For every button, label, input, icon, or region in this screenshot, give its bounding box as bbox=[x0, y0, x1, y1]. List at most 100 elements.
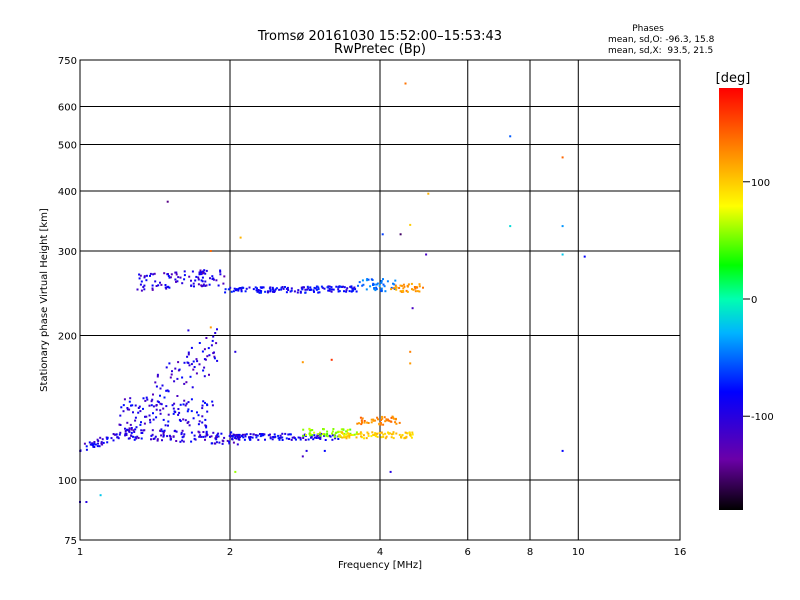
data-point bbox=[91, 442, 94, 445]
data-point bbox=[181, 439, 184, 442]
data-point bbox=[222, 440, 225, 443]
data-point bbox=[377, 418, 379, 421]
data-point bbox=[352, 289, 355, 292]
grid-lines bbox=[80, 60, 680, 540]
data-point bbox=[224, 288, 227, 291]
data-point bbox=[358, 422, 360, 425]
data-point bbox=[315, 437, 318, 439]
data-point bbox=[229, 435, 232, 438]
data-point bbox=[235, 433, 238, 436]
data-point bbox=[140, 421, 142, 424]
data-point bbox=[343, 436, 345, 439]
data-point bbox=[149, 421, 152, 424]
data-point bbox=[85, 445, 88, 448]
data-point bbox=[378, 284, 381, 287]
data-point bbox=[182, 435, 185, 438]
data-point bbox=[406, 290, 409, 293]
data-point bbox=[319, 431, 321, 434]
data-point bbox=[249, 438, 252, 441]
data-point bbox=[118, 423, 121, 426]
data-point bbox=[427, 192, 430, 195]
data-point bbox=[136, 435, 139, 438]
data-point bbox=[363, 421, 366, 424]
data-point bbox=[297, 436, 300, 439]
data-point bbox=[234, 437, 237, 439]
data-point bbox=[366, 278, 369, 281]
data-point bbox=[150, 404, 153, 407]
data-point bbox=[156, 373, 159, 376]
data-point bbox=[182, 418, 185, 421]
data-point bbox=[248, 436, 250, 439]
data-point bbox=[206, 410, 209, 413]
data-point bbox=[284, 432, 287, 435]
data-point bbox=[376, 432, 379, 435]
data-point bbox=[331, 432, 333, 435]
data-point bbox=[372, 418, 375, 421]
data-point bbox=[313, 436, 316, 439]
data-point bbox=[335, 285, 338, 288]
data-point bbox=[509, 225, 512, 228]
data-point bbox=[213, 357, 216, 360]
data-point bbox=[410, 282, 413, 285]
data-point bbox=[355, 290, 358, 293]
data-point bbox=[129, 397, 132, 400]
data-point bbox=[150, 400, 153, 403]
data-point bbox=[278, 436, 281, 439]
data-point bbox=[113, 433, 116, 436]
data-point bbox=[509, 135, 512, 138]
data-point bbox=[394, 421, 397, 424]
data-point bbox=[205, 432, 208, 435]
data-point bbox=[370, 421, 373, 424]
data-point bbox=[168, 362, 171, 365]
data-point bbox=[327, 289, 330, 292]
data-point bbox=[192, 282, 195, 285]
data-point bbox=[163, 396, 166, 399]
data-point bbox=[128, 408, 131, 411]
data-point bbox=[190, 346, 193, 349]
data-point bbox=[203, 358, 206, 361]
data-point bbox=[193, 366, 196, 368]
data-point bbox=[360, 423, 363, 426]
data-point bbox=[288, 433, 291, 436]
data-point bbox=[351, 434, 354, 436]
data-point bbox=[390, 286, 393, 289]
data-point bbox=[274, 288, 277, 291]
data-point bbox=[96, 445, 99, 448]
data-point bbox=[179, 403, 182, 406]
data-point bbox=[110, 437, 113, 440]
data-point bbox=[204, 280, 207, 283]
data-point bbox=[242, 436, 245, 439]
data-point bbox=[211, 275, 214, 278]
data-point bbox=[285, 291, 288, 294]
data-point bbox=[356, 422, 359, 425]
data-point bbox=[174, 278, 177, 281]
data-point bbox=[212, 335, 215, 338]
data-point bbox=[266, 291, 269, 294]
data-point bbox=[181, 282, 184, 285]
data-point bbox=[280, 288, 283, 291]
data-point bbox=[328, 285, 331, 288]
data-point bbox=[229, 286, 232, 289]
data-point bbox=[361, 279, 364, 282]
data-point bbox=[365, 288, 368, 291]
data-point bbox=[254, 434, 257, 437]
data-point bbox=[355, 431, 358, 434]
data-point bbox=[224, 291, 227, 294]
data-point bbox=[302, 437, 305, 439]
data-point bbox=[393, 283, 396, 286]
data-point bbox=[97, 442, 99, 445]
data-point bbox=[399, 290, 402, 293]
data-point bbox=[393, 288, 396, 290]
data-point bbox=[150, 434, 153, 437]
data-point bbox=[271, 286, 274, 289]
data-point bbox=[391, 433, 393, 436]
data-point bbox=[326, 430, 329, 433]
data-point bbox=[392, 416, 395, 419]
data-point bbox=[416, 290, 419, 293]
data-point bbox=[132, 429, 135, 432]
data-point bbox=[172, 412, 175, 415]
data-point bbox=[197, 276, 200, 279]
data-point bbox=[322, 428, 325, 431]
data-point bbox=[384, 290, 387, 293]
data-point bbox=[281, 432, 284, 435]
